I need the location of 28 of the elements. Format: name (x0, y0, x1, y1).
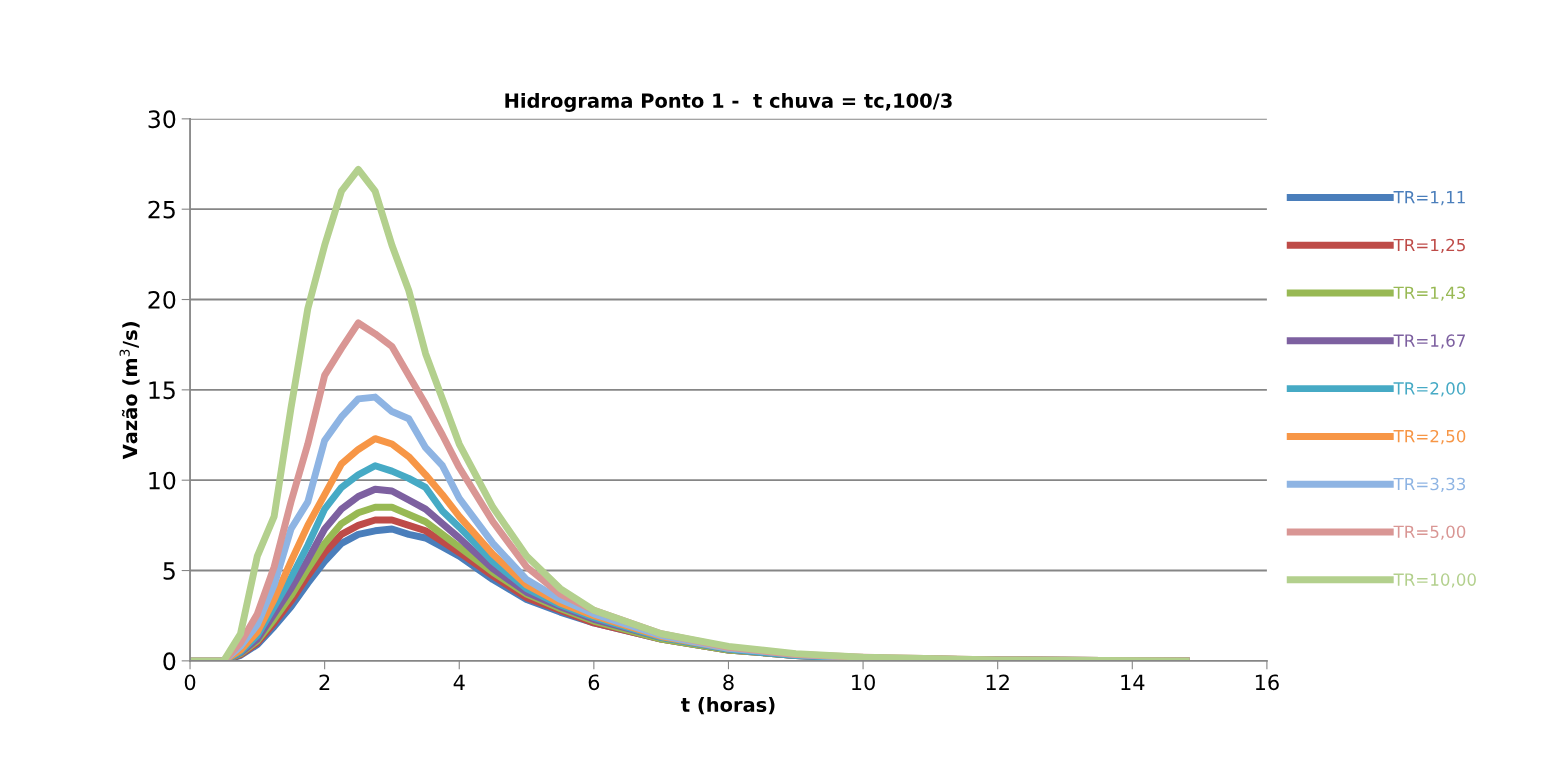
y-tick-label: 10 (149, 471, 176, 490)
y-tick-label: 0 (163, 652, 176, 671)
y-axis-title: Vazão (m$^{3}$/s) (119, 322, 140, 460)
y-tick-label: 5 (163, 562, 175, 580)
y-tick-label: 25 (148, 200, 175, 219)
text: TR=1,67 (1393, 334, 1465, 349)
text: TR=1,43 (1393, 286, 1466, 301)
y-tick-label: 30 (148, 110, 176, 129)
y-tick-label: 20 (148, 290, 176, 309)
text: TR=10,00 (1393, 573, 1476, 588)
x-tick-label: 16 (1255, 674, 1279, 691)
x-tick-label: 10 (852, 674, 875, 691)
y-tick-label: 15 (149, 381, 175, 400)
chart-title: Hidrograma Ponto 1 - t chuva = tc,100/3 (505, 92, 952, 112)
text: TR=2,50 (1393, 429, 1466, 445)
text: TR=3,33 (1393, 477, 1466, 492)
x-tick-label: 0 (184, 674, 196, 691)
x-tick-label: 8 (723, 674, 734, 691)
x-tick-label: 2 (319, 674, 330, 690)
text: TR=1,11 (1393, 191, 1465, 206)
x-tick-label: 6 (588, 674, 600, 691)
text: TR=2,00 (1393, 382, 1466, 397)
x-tick-label: 12 (986, 674, 1009, 690)
x-axis-title: t (horas) (681, 697, 775, 715)
text: TR=5,00 (1393, 525, 1466, 540)
text: TR=1,25 (1393, 238, 1465, 253)
x-tick-label: 4 (453, 674, 465, 690)
x-tick-label: 14 (1121, 674, 1145, 690)
